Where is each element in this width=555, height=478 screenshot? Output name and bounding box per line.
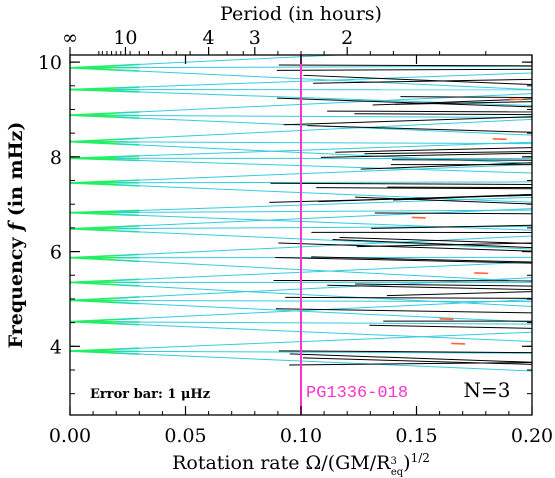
x-tick-label: 0.00 bbox=[49, 425, 91, 447]
mode-branch-8-0 bbox=[116, 159, 532, 174]
mode-branch-1-1 bbox=[116, 321, 532, 325]
mode-branch-5-0 bbox=[116, 230, 532, 250]
high-rotation-segment-26 bbox=[289, 362, 532, 366]
top-period-tick-label: 4 bbox=[203, 27, 215, 49]
high-rotation-segment-4 bbox=[327, 110, 532, 113]
mode-branch-4-0 bbox=[116, 259, 532, 283]
top-axis-title: Period (in hours) bbox=[220, 3, 382, 25]
mode-branch-6-0 bbox=[116, 213, 532, 231]
high-rotation-segment-13 bbox=[316, 187, 532, 190]
mode-branch-12-0 bbox=[116, 69, 532, 91]
mode-branch-11-2 bbox=[116, 72, 532, 89]
mode-branch-8-2 bbox=[116, 141, 532, 158]
mode-branch-9-1 bbox=[116, 141, 532, 145]
high-rotation-segment-14 bbox=[278, 64, 532, 67]
mode-branch-9-2 bbox=[116, 118, 532, 140]
mode-branch-10-1 bbox=[116, 114, 532, 119]
mode-branch-12-1 bbox=[116, 65, 532, 69]
x-axis-label: Rotation rate Ω/(GM/R3 eq)1/2 bbox=[172, 451, 430, 478]
high-rotation-segment-34 bbox=[270, 182, 532, 186]
x-tick-label: 0.10 bbox=[280, 425, 322, 447]
y-tick-label: 8 bbox=[50, 147, 62, 169]
pg1336-label: PG1336-018 bbox=[306, 384, 408, 403]
high-rotation-segment-9 bbox=[355, 196, 532, 205]
high-rotation-segment-12 bbox=[303, 74, 532, 86]
high-rotation-segment-40 bbox=[335, 147, 532, 153]
high-rotation-segment-11 bbox=[320, 152, 532, 158]
mode-branch-0-2 bbox=[116, 331, 532, 350]
high-rotation-segment-20 bbox=[289, 353, 532, 363]
high-rotation-segment-0 bbox=[285, 296, 532, 299]
high-rotation-segment-19 bbox=[386, 291, 532, 297]
mode-branch-1-0 bbox=[116, 323, 532, 343]
mode-branch-4-2 bbox=[116, 235, 532, 257]
high-rotation-segment-6 bbox=[369, 324, 532, 329]
high-rotation-segment-33 bbox=[275, 308, 532, 314]
high-rotation-segment-36 bbox=[339, 236, 532, 244]
top-period-tick-label: 10 bbox=[113, 27, 137, 49]
high-rotation-segment-39 bbox=[400, 96, 532, 99]
top-period-tick-label: 2 bbox=[341, 27, 353, 49]
mode-branch-7-1 bbox=[116, 181, 532, 184]
high-rotation-segment-2 bbox=[360, 162, 532, 170]
mode-branch-7-2 bbox=[116, 163, 532, 182]
mode-branch-0-1 bbox=[116, 350, 532, 354]
mode-branch-2-1 bbox=[116, 299, 532, 303]
high-rotation-segment-10 bbox=[311, 256, 532, 263]
n-label: N=3 bbox=[464, 378, 511, 402]
mode-branch-7-0 bbox=[116, 184, 532, 203]
mode-branch-0-0 bbox=[116, 352, 532, 372]
high-rotation-segment-8 bbox=[394, 101, 532, 105]
mode-branch-2-0 bbox=[116, 302, 532, 323]
error-bar-note: Error bar: 1 μHz bbox=[90, 387, 210, 402]
high-rotation-segment-28 bbox=[332, 239, 532, 249]
mode-branch-3-0 bbox=[116, 284, 532, 307]
high-rotation-segment-24 bbox=[275, 256, 532, 264]
x-tick-label: 0.15 bbox=[395, 425, 437, 447]
high-rotation-segment-31 bbox=[354, 283, 532, 287]
high-rotation-segment-29 bbox=[371, 224, 532, 229]
mode-branch-6-1 bbox=[116, 209, 532, 213]
y-tick-label: 6 bbox=[50, 242, 62, 264]
high-rotation-segment-16 bbox=[283, 116, 532, 126]
high-rotation-segment-5 bbox=[327, 284, 532, 291]
top-period-tick-label: ∞ bbox=[62, 27, 78, 49]
y-axis-label: Frequency f (in mHz) bbox=[5, 122, 27, 349]
high-rotation-segment-44 bbox=[356, 242, 532, 248]
high-rotation-segment-45 bbox=[374, 212, 532, 215]
high-rotation-segment-43 bbox=[276, 68, 532, 71]
mode-curves bbox=[70, 55, 532, 372]
high-rotation-segment-25 bbox=[307, 125, 532, 133]
high-rotation-segment-32 bbox=[277, 97, 532, 108]
x-tick-label: 0.20 bbox=[511, 425, 553, 447]
y-tick-label: 10 bbox=[38, 52, 62, 74]
high-rotation-segment-41 bbox=[393, 193, 532, 201]
high-rotation-segment-30 bbox=[313, 78, 532, 84]
mode-branch-5-2 bbox=[116, 208, 532, 228]
y-tick-label: 4 bbox=[50, 336, 62, 358]
high-rotation-segment-18 bbox=[364, 151, 532, 155]
top-period-tick-label: 3 bbox=[249, 27, 261, 49]
x-tick-label: 0.05 bbox=[164, 425, 206, 447]
high-rotation-segment-1 bbox=[278, 350, 532, 354]
high-rotation-segment-42 bbox=[354, 113, 532, 116]
high-rotation-segment-27 bbox=[278, 242, 532, 252]
